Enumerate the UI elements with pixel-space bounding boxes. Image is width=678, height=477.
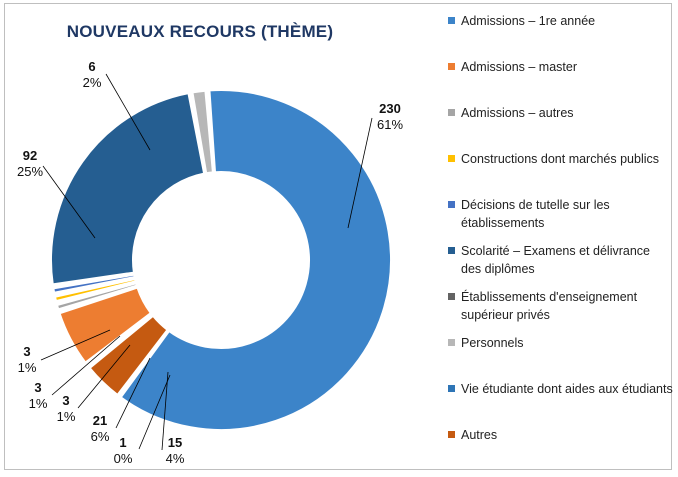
- leader-line-personnels: [105, 73, 151, 151]
- legend-item-admissions-autres: Admissions – autres: [448, 104, 673, 122]
- data-label-percent-autres: 4%: [166, 451, 185, 466]
- data-label-value-autres: 15: [168, 435, 182, 450]
- legend-swatch: [448, 63, 455, 70]
- data-label-percent-scolarite-examens-et-delivrance-des-diplomes: 25%: [17, 164, 43, 179]
- data-label-value-constructions-dont-marches-publics: 3: [34, 380, 41, 395]
- data-label-percent-constructions-dont-marches-publics: 1%: [29, 396, 48, 411]
- slice-scolarite-examens-et-delivrance-des-diplomes: [50, 91, 206, 286]
- legend-swatch: [448, 155, 455, 162]
- leader-line-decisions-de-tutelle-sur-les-etablissements: [40, 329, 111, 361]
- leader-line-admissions-master: [115, 357, 151, 429]
- leader-line-scolarite-examens-et-delivrance-des-diplomes: [42, 165, 96, 239]
- data-label-percent-admissions-autres: 1%: [57, 409, 76, 424]
- legend-item-decisions-de-tutelle-sur-les-etablissements: Décisions de tutelle sur les établisseme…: [448, 196, 673, 232]
- legend-label: Décisions de tutelle sur les établisseme…: [461, 198, 610, 230]
- slice-etablissements-d-enseignement-superieur-prives: [85, 312, 154, 368]
- legend-swatch: [448, 109, 455, 116]
- leader-line-constructions-dont-marches-publics: [51, 335, 121, 396]
- data-label-value-etablissements-d-enseignement-superieur-prives: 1: [119, 435, 126, 450]
- slice-autres: [88, 314, 169, 397]
- leader-line-admissions-1re-annee: [347, 117, 373, 229]
- legend-label: Établissements d'enseignement supérieur …: [461, 290, 638, 322]
- legend-item-etablissements-d-enseignement-superieur-prives: Établissements d'enseignement supérieur …: [448, 288, 673, 324]
- leader-line-etablissements-d-enseignement-superieur-prives: [138, 374, 171, 450]
- legend-item-admissions-1re-annee: Admissions – 1re année: [448, 12, 673, 30]
- data-label-value-personnels: 6: [88, 59, 95, 74]
- data-label-value-admissions-autres: 3: [62, 393, 69, 408]
- legend-swatch: [448, 339, 455, 346]
- legend-label: Admissions – 1re année: [461, 14, 596, 28]
- legend-label: Constructions dont marchés publics: [461, 152, 660, 166]
- data-label-percent-personnels: 2%: [83, 75, 102, 90]
- legend-item-autres: Autres: [448, 426, 673, 444]
- legend-swatch: [448, 201, 455, 208]
- slice-admissions-master: [58, 286, 153, 364]
- data-label-value-admissions-master: 21: [93, 413, 107, 428]
- chart-title: NOUVEAUX RECOURS (THÈME): [66, 22, 334, 41]
- data-label-percent-admissions-1re-annee: 61%: [377, 117, 403, 132]
- legend-swatch: [448, 431, 455, 438]
- data-label-percent-decisions-de-tutelle-sur-les-etablissements: 1%: [18, 360, 37, 375]
- legend-item-scolarite-examens-et-delivrance-des-diplomes: Scolarité – Examens et délivrance des di…: [448, 242, 673, 278]
- data-label-value-scolarite-examens-et-delivrance-des-diplomes: 92: [23, 148, 37, 163]
- legend-swatch: [448, 17, 455, 24]
- legend-label: Personnels: [461, 336, 524, 350]
- slice-admissions-autres: [55, 282, 139, 311]
- legend-item-constructions-dont-marches-publics: Constructions dont marchés publics: [448, 150, 673, 168]
- legend-label: Scolarité – Examens et délivrance des di…: [461, 244, 650, 276]
- legend-item-personnels: Personnels: [448, 334, 673, 352]
- slice-decisions-de-tutelle-sur-les-etablissements: [52, 273, 136, 294]
- legend-swatch: [448, 385, 455, 392]
- data-label-value-admissions-1re-annee: 230: [379, 101, 401, 116]
- legend-label: Autres: [461, 428, 498, 442]
- legend-item-vie-etudiante-dont-aides-aux-etudiants: Vie étudiante dont aides aux étudiants: [448, 380, 673, 398]
- leader-line-admissions-autres: [77, 344, 131, 409]
- slice-constructions-dont-marches-publics: [53, 277, 137, 303]
- legend-item-admissions-master: Admissions – master: [448, 58, 673, 76]
- data-label-percent-admissions-master: 6%: [91, 429, 110, 444]
- slice-admissions-1re-annee: [119, 89, 392, 431]
- data-label-percent-etablissements-d-enseignement-superieur-prives: 0%: [114, 451, 133, 466]
- legend-swatch: [448, 247, 455, 254]
- leader-line-autres: [161, 371, 169, 451]
- legend-label: Admissions – autres: [461, 106, 574, 120]
- data-label-value-decisions-de-tutelle-sur-les-etablissements: 3: [23, 344, 30, 359]
- slice-personnels: [191, 89, 215, 175]
- legend-swatch: [448, 293, 455, 300]
- legend-label: Vie étudiante dont aides aux étudiants: [461, 382, 673, 396]
- legend-label: Admissions – master: [461, 60, 578, 74]
